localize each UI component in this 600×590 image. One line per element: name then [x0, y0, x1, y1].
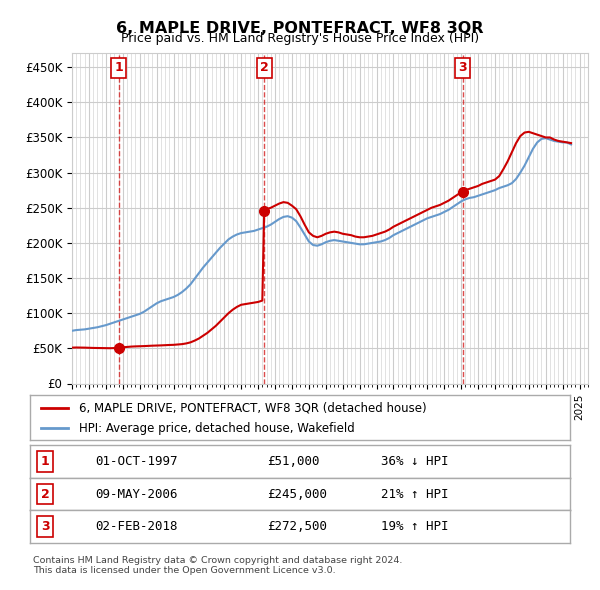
Text: 1: 1 [114, 61, 123, 74]
Text: 01-OCT-1997: 01-OCT-1997 [95, 455, 178, 468]
Text: HPI: Average price, detached house, Wakefield: HPI: Average price, detached house, Wake… [79, 422, 355, 435]
Text: £272,500: £272,500 [268, 520, 328, 533]
Text: 6, MAPLE DRIVE, PONTEFRACT, WF8 3QR (detached house): 6, MAPLE DRIVE, PONTEFRACT, WF8 3QR (det… [79, 401, 426, 414]
Text: 1: 1 [41, 455, 49, 468]
Text: 09-MAY-2006: 09-MAY-2006 [95, 487, 178, 501]
Text: 19% ↑ HPI: 19% ↑ HPI [381, 520, 449, 533]
Text: £245,000: £245,000 [268, 487, 328, 501]
Text: 3: 3 [458, 61, 467, 74]
Text: Price paid vs. HM Land Registry's House Price Index (HPI): Price paid vs. HM Land Registry's House … [121, 32, 479, 45]
Text: 6, MAPLE DRIVE, PONTEFRACT, WF8 3QR: 6, MAPLE DRIVE, PONTEFRACT, WF8 3QR [116, 21, 484, 35]
Text: 2: 2 [260, 61, 269, 74]
Text: 3: 3 [41, 520, 49, 533]
Text: 2: 2 [41, 487, 49, 501]
Text: £51,000: £51,000 [268, 455, 320, 468]
Text: 02-FEB-2018: 02-FEB-2018 [95, 520, 178, 533]
Text: 21% ↑ HPI: 21% ↑ HPI [381, 487, 449, 501]
Text: Contains HM Land Registry data © Crown copyright and database right 2024.
This d: Contains HM Land Registry data © Crown c… [33, 556, 403, 575]
Text: 36% ↓ HPI: 36% ↓ HPI [381, 455, 449, 468]
